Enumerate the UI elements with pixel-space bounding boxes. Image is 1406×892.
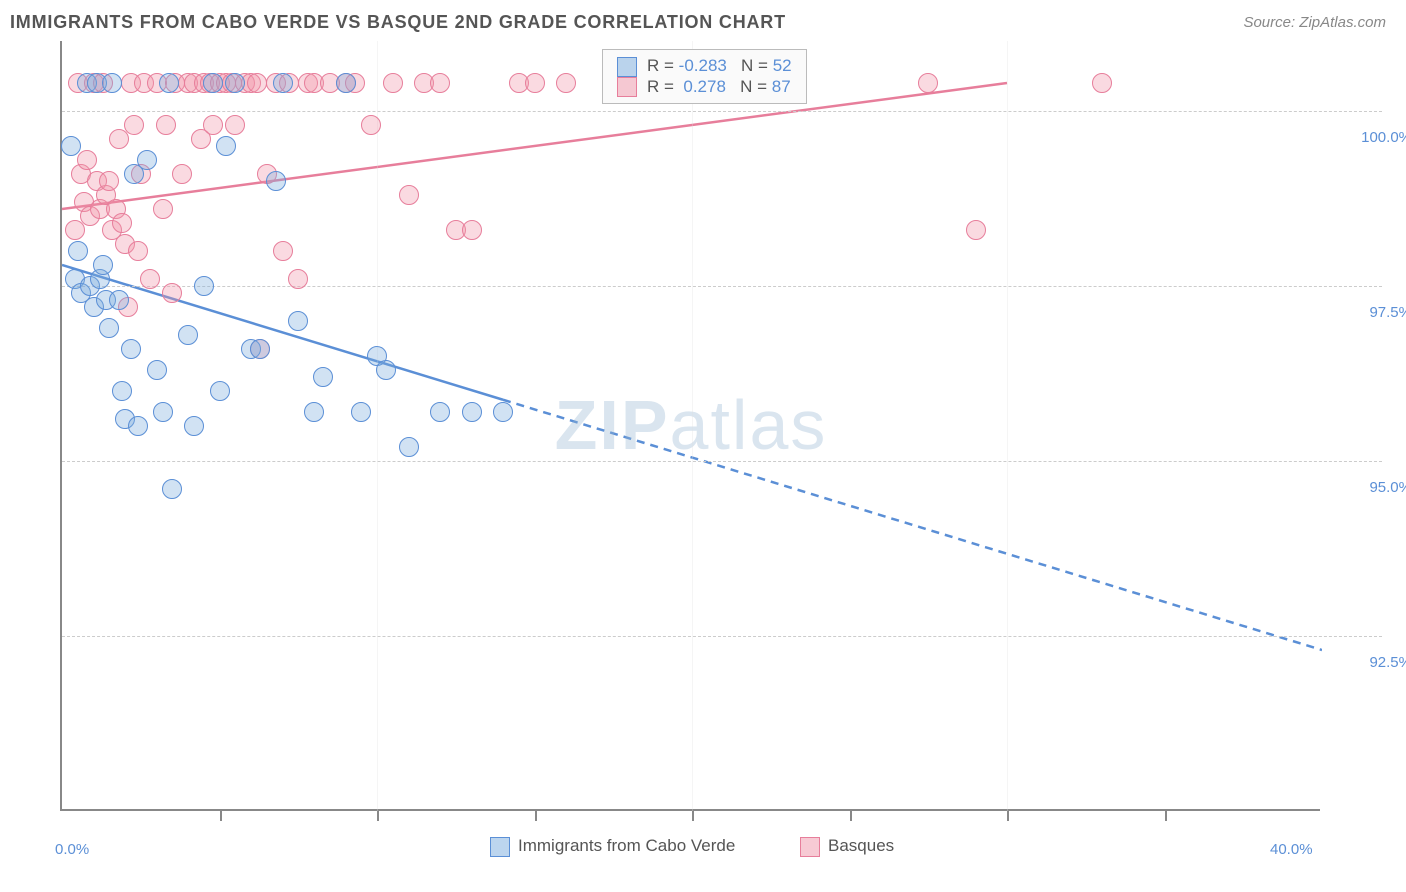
data-point <box>225 73 245 93</box>
gridline-horizontal <box>62 636 1382 637</box>
data-point <box>966 220 986 240</box>
data-point <box>288 269 308 289</box>
data-point <box>273 241 293 261</box>
data-point <box>140 269 160 289</box>
data-point <box>68 241 88 261</box>
x-tick <box>220 811 222 821</box>
watermark: ZIPatlas <box>555 385 828 465</box>
y-tick-label: 100.0% <box>1332 129 1406 146</box>
data-point <box>184 416 204 436</box>
data-point <box>121 339 141 359</box>
data-point <box>225 115 245 135</box>
x-tick <box>1007 811 1009 821</box>
x-tick <box>1165 811 1167 821</box>
data-point <box>109 290 129 310</box>
data-point <box>203 115 223 135</box>
data-point <box>102 73 122 93</box>
data-point <box>376 360 396 380</box>
chart-area: 2nd Grade ZIPatlas 92.5%95.0%97.5%100.0%… <box>0 41 1406 871</box>
data-point <box>493 402 513 422</box>
data-point <box>525 73 545 93</box>
data-point <box>77 150 97 170</box>
data-point <box>462 220 482 240</box>
gridline-horizontal <box>62 286 1382 287</box>
data-point <box>266 171 286 191</box>
data-point <box>112 381 132 401</box>
data-point <box>159 73 179 93</box>
data-point <box>273 73 293 93</box>
legend-item-blue: Immigrants from Cabo Verde <box>490 836 735 857</box>
gridline-horizontal <box>62 461 1382 462</box>
data-point <box>162 283 182 303</box>
data-point <box>137 150 157 170</box>
data-point <box>1092 73 1112 93</box>
data-point <box>93 255 113 275</box>
data-point <box>124 115 144 135</box>
data-point <box>462 402 482 422</box>
x-tick <box>377 811 379 821</box>
data-point <box>109 129 129 149</box>
data-point <box>128 241 148 261</box>
data-point <box>194 276 214 296</box>
data-point <box>172 164 192 184</box>
data-point <box>153 199 173 219</box>
data-point <box>65 220 85 240</box>
data-point <box>147 360 167 380</box>
data-point <box>178 325 198 345</box>
data-point <box>430 73 450 93</box>
data-point <box>61 136 81 156</box>
y-axis-title: 2nd Grade <box>0 364 4 440</box>
data-point <box>216 136 236 156</box>
data-point <box>351 402 371 422</box>
data-point <box>156 115 176 135</box>
correlation-legend: R = -0.283 N = 52R = 0.278 N = 87 <box>602 49 807 104</box>
data-point <box>288 311 308 331</box>
data-point <box>99 318 119 338</box>
source-attribution: Source: ZipAtlas.com <box>1243 14 1386 31</box>
data-point <box>250 339 270 359</box>
chart-title: IMMIGRANTS FROM CABO VERDE VS BASQUE 2ND… <box>10 12 786 33</box>
data-point <box>399 185 419 205</box>
gridline-horizontal <box>62 111 1382 112</box>
x-tick <box>692 811 694 821</box>
data-point <box>153 402 173 422</box>
data-point <box>210 381 230 401</box>
data-point <box>162 479 182 499</box>
data-point <box>336 73 356 93</box>
data-point <box>304 402 324 422</box>
data-point <box>361 115 381 135</box>
y-tick-label: 92.5% <box>1332 654 1406 671</box>
chart-header: IMMIGRANTS FROM CABO VERDE VS BASQUE 2ND… <box>0 0 1406 41</box>
data-point <box>247 73 267 93</box>
legend-item-pink: Basques <box>800 836 894 857</box>
x-tick-label: 0.0% <box>55 841 89 858</box>
plot-region: ZIPatlas 92.5%95.0%97.5%100.0%R = -0.283… <box>60 41 1320 811</box>
x-tick <box>850 811 852 821</box>
data-point <box>128 416 148 436</box>
data-point <box>99 171 119 191</box>
data-point <box>556 73 576 93</box>
data-point <box>203 73 223 93</box>
data-point <box>430 402 450 422</box>
data-point <box>399 437 419 457</box>
data-point <box>112 213 132 233</box>
data-point <box>383 73 403 93</box>
x-tick <box>535 811 537 821</box>
data-point <box>313 367 333 387</box>
x-tick-label: 40.0% <box>1270 841 1313 858</box>
y-tick-label: 97.5% <box>1332 304 1406 321</box>
data-point <box>918 73 938 93</box>
y-tick-label: 95.0% <box>1332 479 1406 496</box>
